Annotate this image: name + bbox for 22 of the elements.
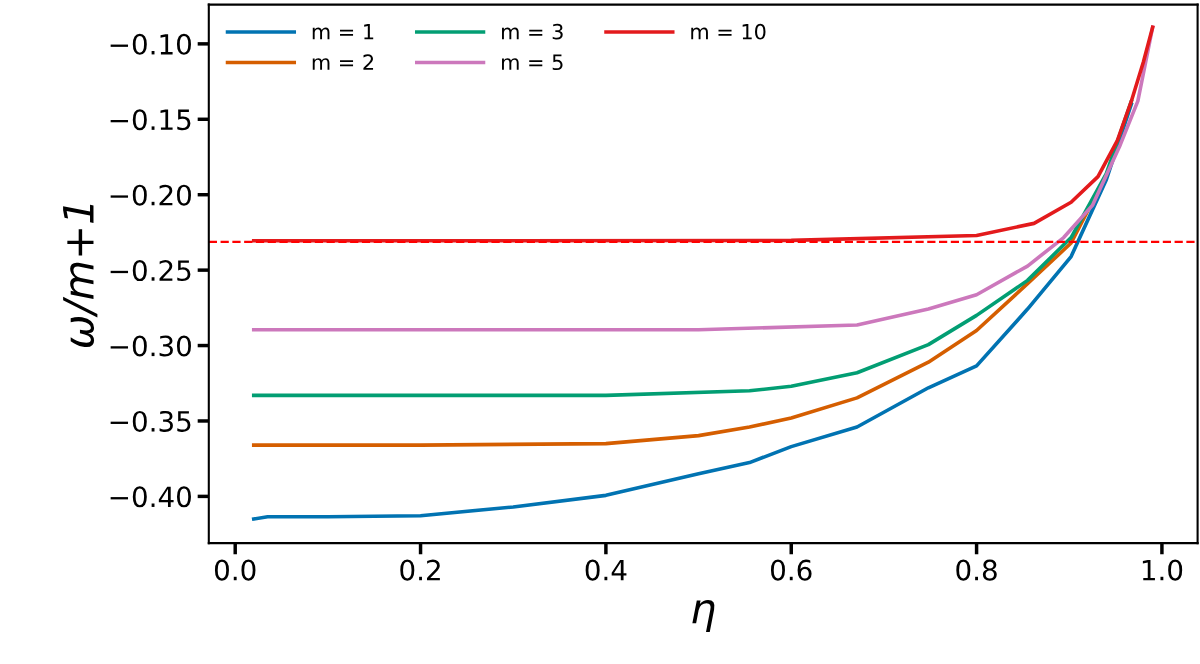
legend-label: m = 2: [312, 54, 374, 70]
y-tick-label: −0.25: [110, 260, 191, 282]
y-tick-label: −0.35: [110, 410, 191, 432]
x-tick-label: 0.2: [400, 559, 440, 581]
x-tick-label: 0.0: [214, 559, 256, 581]
x-tick-label: 0.8: [956, 559, 997, 581]
legend-label: m = 5: [502, 54, 563, 71]
x-tick-label: 0.6: [770, 559, 812, 581]
legend-label: m = 1: [312, 24, 374, 40]
y-axis-title: ω/m+1: [63, 204, 98, 348]
y-tick-label: −0.30: [110, 335, 191, 357]
y-tick-label: −0.40: [110, 486, 191, 508]
line-series: [251, 102, 1134, 521]
line-series: [251, 25, 1155, 243]
y-tick-label: −0.10: [110, 33, 191, 55]
x-axis-title: η: [692, 599, 715, 632]
legend-label: m = 3: [502, 23, 563, 40]
x-tick-label: 1.0: [1142, 559, 1183, 581]
x-tick-label: 0.4: [585, 559, 627, 581]
legend-label: m = 10: [691, 23, 766, 40]
y-tick-label: −0.20: [110, 184, 191, 206]
y-tick-label: −0.15: [110, 109, 191, 131]
